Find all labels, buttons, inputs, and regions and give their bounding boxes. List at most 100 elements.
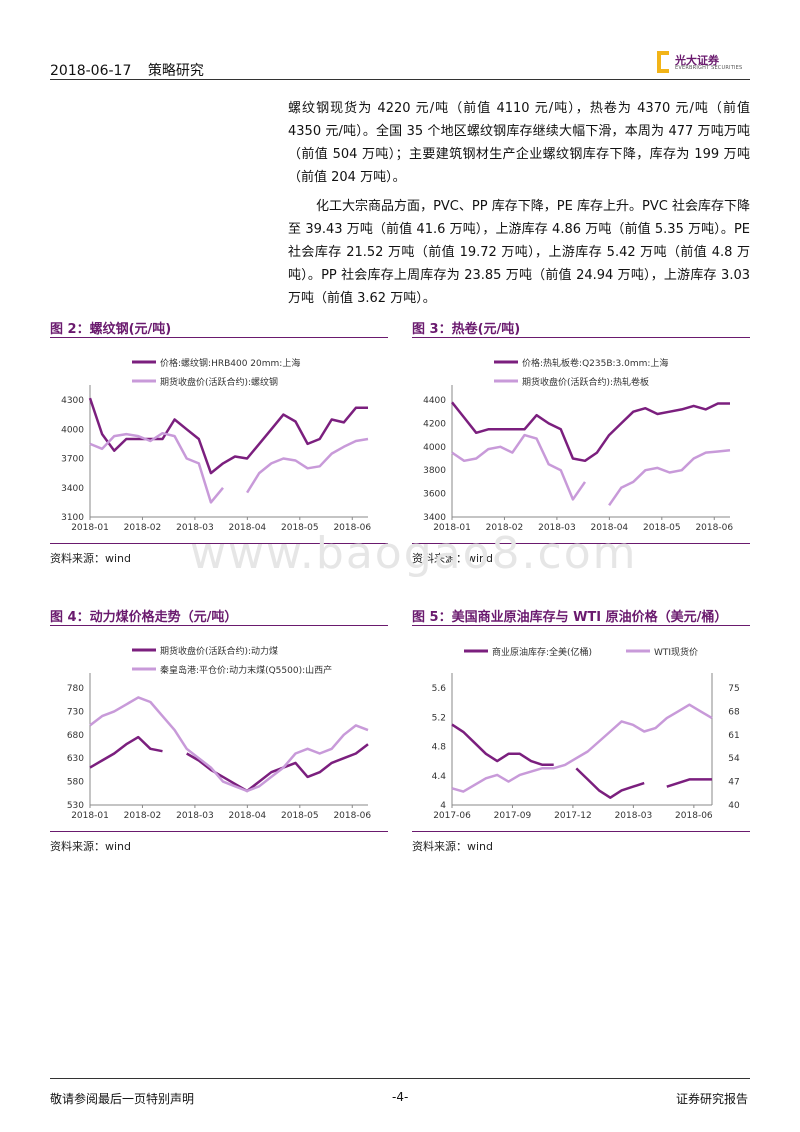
company-logo: 光大证券 EVERBRIGHT SECURITIES (655, 50, 755, 76)
fig5-rule (412, 625, 750, 626)
footer-disclaimer: 敬请参阅最后一页特别声明 (50, 1092, 195, 1106)
x-tick-label-1: 2018-02 (124, 811, 162, 821)
y-tick-label-3: 4000 (423, 443, 446, 453)
legend-label-0: 商业原油库存:全美(亿桶) (492, 646, 592, 658)
y2-tick-label-0: 40 (728, 801, 740, 811)
page-number: -4- (392, 1090, 409, 1104)
y-tick-label-5: 4400 (423, 396, 446, 406)
y-tick-label-0: 3100 (61, 513, 84, 523)
series-line-1 (89, 696, 369, 793)
fig5-title: 图 5：美国商业原油库存与 WTI 原油价格（美元/桶） (412, 610, 728, 625)
x-tick-label-5: 2018-06 (333, 523, 371, 533)
x-tick-label-2: 2018-03 (176, 811, 214, 821)
series-line-0 (451, 723, 712, 799)
fig3-title: 图 3：热卷(元/吨) (412, 322, 521, 337)
fig2-title: 图 2：螺纹钢(元/吨) (50, 322, 172, 337)
y2-tick-label-4: 68 (728, 707, 740, 717)
series-line-0 (88, 397, 368, 475)
y-tick-label-1: 580 (67, 778, 84, 788)
y-tick-label-0: 4 (440, 801, 446, 811)
y-tick-label-1: 3600 (423, 490, 446, 500)
fig3-rule (412, 337, 750, 338)
page-header: 2018-06-17 策略研究 (50, 60, 216, 80)
fig5-chart: 商业原油库存:全美(亿桶) WTI现货价 4 4.4 4.8 5.2 5.6 40 47 54 61… (432, 646, 740, 821)
x-tick-label-3: 2018-04 (591, 523, 629, 533)
fig2-source: 资料来源：wind (50, 552, 132, 565)
y-tick-label-5: 780 (67, 684, 84, 694)
y2-tick-label-5: 75 (728, 684, 739, 694)
x-tick-label-0: 2018-01 (71, 523, 109, 533)
x-tick-label-4: 2018-05 (281, 523, 319, 533)
fig4-bottom-rule (50, 831, 388, 832)
x-tick-label-1: 2017-09 (494, 811, 532, 821)
series-line-1 (451, 433, 731, 507)
x-tick-label-2: 2017-12 (554, 811, 592, 821)
x-tick-label-5: 2018-06 (695, 523, 733, 533)
x-tick-label-2: 2018-03 (538, 523, 576, 533)
watermark: www.baogao8.com (190, 528, 638, 579)
y-tick-label-2: 630 (67, 754, 84, 764)
legend-label-0: 价格:热轧板卷:Q235B:3.0mm:上海 (522, 357, 668, 369)
y-tick-label-4: 5.6 (432, 684, 447, 694)
y-tick-label-2: 3700 (61, 455, 84, 465)
fig5-source: 资料来源：wind (412, 840, 494, 853)
paragraph-chemicals: 化工大宗商品方面，PVC、PP 库存下降，PE 库存上升。PVC 社会库存下降至… (288, 199, 750, 306)
footer-report-type: 证券研究报告 (676, 1092, 749, 1106)
y2-tick-label-1: 47 (728, 778, 739, 788)
y-tick-label-0: 3400 (423, 513, 446, 523)
report-section: 策略研究 (147, 63, 204, 79)
logo-subtitle: EVERBRIGHT SECURITIES (675, 65, 743, 71)
y-tick-label-3: 680 (67, 731, 84, 741)
series-line-1 (89, 431, 369, 504)
legend-label-0: 期货收盘价(活跃合约):动力煤 (160, 645, 278, 657)
x-tick-label-4: 2018-05 (643, 523, 681, 533)
header-rule (50, 79, 750, 80)
y-tick-label-1: 3400 (61, 484, 84, 494)
x-tick-label-1: 2018-02 (124, 523, 162, 533)
y-tick-label-1: 4.4 (432, 772, 447, 782)
series-line-0 (451, 401, 730, 463)
legend-label-1: 期货收盘价(活跃合约):螺纹钢 (160, 376, 278, 388)
x-tick-label-3: 2018-04 (229, 811, 267, 821)
y-tick-label-3: 4000 (61, 425, 84, 435)
y2-tick-label-3: 61 (728, 731, 739, 741)
y2-tick-label-2: 54 (728, 754, 740, 764)
logo-name: 光大证券 (675, 54, 719, 67)
y-tick-label-4: 4200 (423, 419, 446, 429)
y-tick-label-0: 530 (67, 801, 84, 811)
x-tick-label-5: 2018-06 (333, 811, 371, 821)
fig4-title: 图 4：动力煤价格走势（元/吨） (50, 610, 238, 625)
x-tick-label-4: 2018-05 (281, 811, 319, 821)
fig5-bottom-rule (412, 831, 750, 832)
y-tick-label-3: 5.2 (432, 713, 446, 723)
x-tick-label-0: 2017-06 (433, 811, 471, 821)
y-tick-label-4: 4300 (61, 396, 84, 406)
series-line-1 (451, 703, 713, 793)
legend-label-1: 期货收盘价(活跃合约):热轧卷板 (522, 376, 649, 388)
x-tick-label-2: 2018-03 (176, 523, 214, 533)
x-tick-label-0: 2018-01 (71, 811, 109, 821)
y-tick-label-4: 730 (67, 707, 84, 717)
y-tick-label-2: 4.8 (432, 743, 447, 753)
x-tick-label-3: 2018-04 (229, 523, 267, 533)
paragraph-steel: 螺纹钢现货为 4220 元/吨（前值 4110 元/吨），热卷为 4370 元/… (288, 101, 750, 185)
x-tick-label-1: 2018-02 (486, 523, 524, 533)
fig4-rule (50, 625, 388, 626)
x-tick-label-4: 2018-06 (675, 811, 713, 821)
x-tick-label-3: 2018-03 (615, 811, 653, 821)
report-date: 2018-06-17 (50, 63, 132, 79)
x-tick-label-0: 2018-01 (433, 523, 471, 533)
fig3-bottom-rule (412, 543, 750, 544)
legend-label-1: WTI现货价 (654, 646, 698, 658)
fig2-rule (50, 337, 388, 338)
y-tick-label-2: 3800 (423, 466, 446, 476)
fig2-bottom-rule (50, 543, 388, 544)
fig4-source: 资料来源：wind (50, 840, 132, 853)
logo-mark-icon (657, 51, 669, 73)
legend-label-0: 价格:螺纹钢:HRB400 20mm:上海 (160, 357, 300, 369)
footer-rule (50, 1078, 750, 1079)
fig3-source: 资料来源：wind (412, 552, 494, 565)
